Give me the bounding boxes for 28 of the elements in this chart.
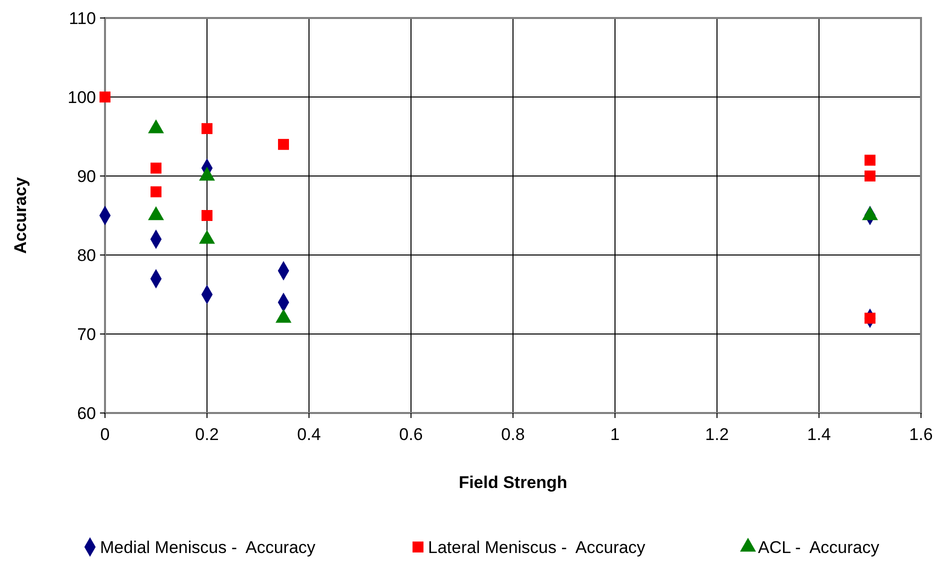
point (202, 123, 212, 134)
x-axis-title: Field Strengh (458, 473, 568, 492)
y-tick-label: 70 (77, 325, 96, 344)
x-tick-label: 1.2 (705, 425, 729, 444)
x-tick-label: 1.6 (909, 425, 933, 444)
x-tick-label: 1.4 (807, 425, 831, 444)
y-tick-label: 90 (77, 167, 96, 186)
y-axis-title: Accuracy (11, 176, 30, 254)
legend-label: ACL - Accuracy (758, 538, 880, 557)
point (150, 186, 162, 198)
y-tick-label: 80 (77, 246, 96, 265)
x-tick-label: 0 (100, 425, 110, 444)
point (864, 154, 876, 166)
y-tick-label: 60 (77, 404, 96, 423)
x-tick-label: 0.4 (297, 425, 321, 444)
legend-label: Lateral Meniscus - Accuracy (428, 538, 646, 557)
x-tick-label: 0.8 (501, 425, 525, 444)
y-tick-label: 110 (68, 9, 96, 28)
point (100, 92, 110, 102)
x-tick-label: 0.2 (195, 425, 219, 444)
y-tick-label: 100 (68, 88, 96, 107)
point (864, 170, 876, 182)
legend-label: Medial Meniscus - Accuracy (100, 538, 316, 557)
x-tick-label: 1 (610, 425, 620, 444)
point (202, 210, 212, 221)
point (150, 162, 162, 174)
x-tick-label: 0.6 (399, 425, 423, 444)
point (278, 138, 289, 150)
